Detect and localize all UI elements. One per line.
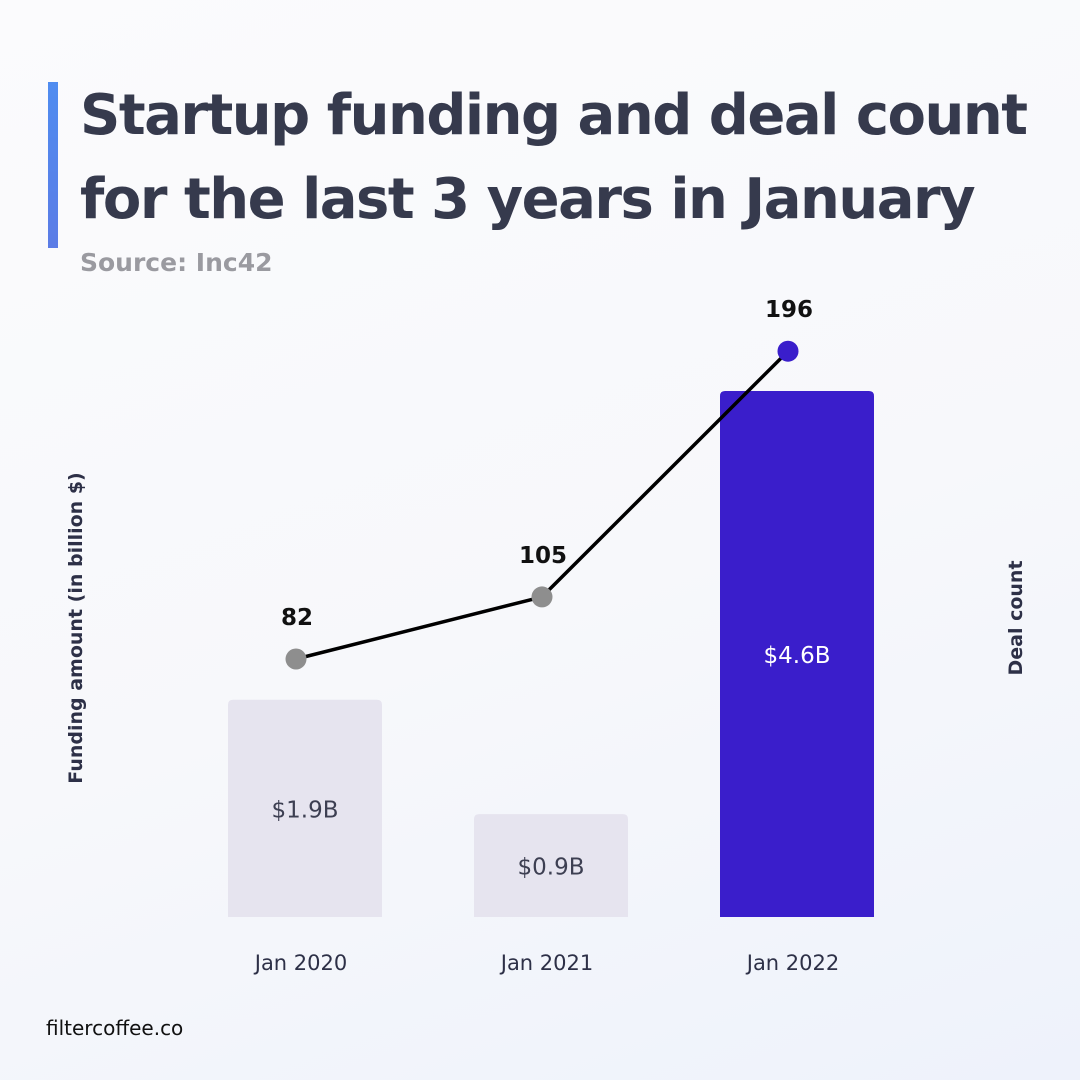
funding-bar xyxy=(474,814,628,917)
x-axis-tick-label: Jan 2021 xyxy=(499,951,594,975)
funding-bar xyxy=(720,390,874,917)
x-axis-tick-label: Jan 2020 xyxy=(253,951,348,975)
source-note: Source: Inc42 xyxy=(80,248,273,277)
brand-footer: filtercoffee.co xyxy=(46,1016,184,1040)
y2-axis-label: Deal count xyxy=(1005,560,1027,675)
deal-count-label: 82 xyxy=(281,605,313,631)
deal-count-label: 196 xyxy=(765,297,813,323)
x-axis-tick-label: Jan 2022 xyxy=(745,951,840,975)
y-axis-label: Funding amount (in billion $) xyxy=(65,472,87,783)
deal-count-point xyxy=(531,586,553,608)
title-accent-bar xyxy=(48,82,58,248)
funding-bar xyxy=(228,699,382,917)
deal-count-point xyxy=(285,648,307,670)
funding-bar-label: $1.9B xyxy=(272,797,339,823)
chart-title: Startup funding and deal count for the l… xyxy=(80,83,1028,232)
funding-bar-label: $0.9B xyxy=(518,855,585,881)
funding-bar-label: $4.6B xyxy=(764,643,831,669)
deal-count-line xyxy=(295,349,790,661)
deal-count-point xyxy=(777,340,799,362)
deal-count-label: 105 xyxy=(519,543,567,569)
